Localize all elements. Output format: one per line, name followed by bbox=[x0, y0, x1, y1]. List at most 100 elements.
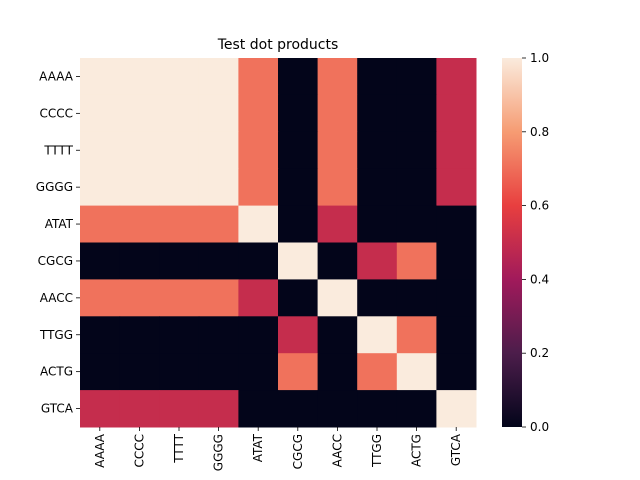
heatmap-cell-AACC-AACC bbox=[317, 279, 358, 317]
y-tick-label-CCCC: CCCC bbox=[39, 106, 73, 120]
heatmap-cell-CGCG-CCCC bbox=[119, 242, 160, 280]
colorbar-tick-label-0.6: 0.6 bbox=[530, 199, 549, 213]
heatmap-cell-TTGG-GGGG bbox=[198, 316, 239, 354]
heatmap-cell-TTTT-GGGG bbox=[198, 131, 239, 170]
heatmap-cell-TTTT-CCCC bbox=[119, 131, 160, 170]
heatmap-cell-TTTT-CGCG bbox=[278, 131, 319, 170]
heatmap-cell-CCCC-TTGG bbox=[357, 94, 398, 133]
colorbar-gradient bbox=[502, 58, 522, 427]
heatmap-cell-ACTG-TTGG bbox=[357, 353, 398, 391]
x-tick-label-TTGG: TTGG bbox=[370, 434, 384, 468]
y-tick-label-ATAT: ATAT bbox=[45, 217, 74, 231]
y-tick-label-AAAA: AAAA bbox=[39, 69, 74, 83]
heatmap-cell-ACTG-ACTG bbox=[396, 353, 437, 391]
heatmap-cell-AACC-ATAT bbox=[238, 279, 279, 317]
heatmap-cell-ATAT-CCCC bbox=[119, 205, 160, 243]
heatmap-cell-TTGG-ACTG bbox=[396, 316, 437, 354]
heatmap-cell-AAAA-TTGG bbox=[357, 58, 398, 96]
colorbar bbox=[502, 58, 522, 427]
x-tick-label-CCCC: CCCC bbox=[132, 434, 146, 468]
heatmap-cell-AAAA-CGCG bbox=[278, 58, 319, 96]
heatmap-cell-TTTT-TTTT bbox=[159, 131, 200, 170]
heatmap-cell-TTGG-AAAA bbox=[80, 316, 121, 354]
x-tick-label-GGGG: GGGG bbox=[212, 434, 226, 471]
y-tick-label-TTTT: TTTT bbox=[43, 143, 73, 157]
heatmap-cell-GTCA-TTTT bbox=[159, 390, 200, 428]
heatmap-cell-GGGG-CCCC bbox=[119, 168, 160, 207]
heatmap-cell-ACTG-TTTT bbox=[159, 353, 200, 391]
x-tick-label-ATAT: ATAT bbox=[251, 433, 265, 462]
x-tick-label-TTTT: TTTT bbox=[172, 433, 186, 463]
heatmap-cell-AAAA-ATAT bbox=[238, 58, 279, 96]
heatmap-cell-AAAA-ACTG bbox=[396, 58, 437, 96]
heatmap-cell-GGGG-GGGG bbox=[198, 168, 239, 207]
colorbar-tick-label-1.0: 1.0 bbox=[530, 51, 549, 65]
colorbar-ticks: 0.0 0.2 0.4 0.6 0.8 1.0 bbox=[522, 51, 549, 434]
heatmap-cell-TTTT-ATAT bbox=[238, 131, 279, 170]
colorbar-tick-label-0.2: 0.2 bbox=[530, 346, 549, 360]
y-tick-label-AACC: AACC bbox=[40, 291, 73, 305]
heatmap-cell-ACTG-GGGG bbox=[198, 353, 239, 391]
heatmap-cell-CCCC-AACC bbox=[317, 94, 358, 133]
colorbar-tick-label-0.4: 0.4 bbox=[530, 272, 549, 286]
heatmap-cell-TTTT-AAAA bbox=[80, 131, 121, 170]
heatmap-cell-AAAA-AAAA bbox=[80, 58, 121, 96]
heatmap-cell-GTCA-AACC bbox=[317, 390, 358, 428]
heatmap-cell-AAAA-CCCC bbox=[119, 58, 160, 96]
heatmap-cell-TTGG-CGCG bbox=[278, 316, 319, 354]
heatmap-cells bbox=[80, 58, 477, 428]
y-tick-label-GGGG: GGGG bbox=[36, 180, 73, 194]
heatmap-cell-CCCC-GTCA bbox=[436, 94, 477, 133]
heatmap-cell-GTCA-ACTG bbox=[396, 390, 437, 428]
heatmap-cell-AACC-GGGG bbox=[198, 279, 239, 317]
heatmap-cell-AACC-ACTG bbox=[396, 279, 437, 317]
heatmap-cell-ATAT-AACC bbox=[317, 205, 358, 243]
heatmap-cell-ATAT-CGCG bbox=[278, 205, 319, 243]
heatmap-cell-ACTG-CCCC bbox=[119, 353, 160, 391]
heatmap-cell-AAAA-AACC bbox=[317, 58, 358, 96]
heatmap-cell-AACC-TTTT bbox=[159, 279, 200, 317]
heatmap-cell-CGCG-TTTT bbox=[159, 242, 200, 280]
heatmap-cell-ATAT-ATAT bbox=[238, 205, 279, 243]
x-tick-label-CGCG: CGCG bbox=[291, 434, 305, 469]
heatmap-cell-CCCC-AAAA bbox=[80, 94, 121, 133]
heatmap-cell-TTGG-AACC bbox=[317, 316, 358, 354]
heatmap-cell-ACTG-GTCA bbox=[436, 353, 477, 391]
heatmap-cell-ATAT-TTTT bbox=[159, 205, 200, 243]
heatmap-cell-CGCG-AAAA bbox=[80, 242, 121, 280]
x-tick-label-AAAA: AAAA bbox=[93, 433, 107, 468]
heatmap-cell-TTTT-GTCA bbox=[436, 131, 477, 170]
x-tick-labels: AAAA CCCC TTTT GGGG ATAT CGCG AACC TTGG ACTG GTCA bbox=[93, 427, 463, 471]
heatmap-cell-ACTG-AACC bbox=[317, 353, 358, 391]
heatmap-cell-CGCG-AACC bbox=[317, 242, 358, 280]
x-tick-label-AACC: AACC bbox=[330, 434, 344, 467]
heatmap-cell-GTCA-CGCG bbox=[278, 390, 319, 428]
y-tick-label-GTCA: GTCA bbox=[41, 402, 74, 416]
heatmap-cell-ATAT-TTGG bbox=[357, 205, 398, 243]
chart-title: Test dot products bbox=[217, 37, 339, 53]
heatmap-cell-ATAT-ACTG bbox=[396, 205, 437, 243]
colorbar-tick-label-0.8: 0.8 bbox=[530, 125, 549, 139]
heatmap-cell-CCCC-TTTT bbox=[159, 94, 200, 133]
heatmap-cell-AACC-CGCG bbox=[278, 279, 319, 317]
heatmap-cell-GTCA-TTGG bbox=[357, 390, 398, 428]
y-tick-label-TTGG: TTGG bbox=[39, 328, 73, 342]
heatmap-cell-GGGG-CGCG bbox=[278, 168, 319, 207]
heatmap-cell-ACTG-ATAT bbox=[238, 353, 279, 391]
heatmap-cell-AACC-GTCA bbox=[436, 279, 477, 317]
heatmap-cell-GTCA-ATAT bbox=[238, 390, 279, 428]
heatmap-cell-AACC-CCCC bbox=[119, 279, 160, 317]
heatmap-cell-TTGG-GTCA bbox=[436, 316, 477, 354]
heatmap-cell-GTCA-GTCA bbox=[436, 390, 477, 428]
heatmap-cell-GTCA-GGGG bbox=[198, 390, 239, 428]
heatmap-cell-ACTG-AAAA bbox=[80, 353, 121, 391]
heatmap-cell-GGGG-ACTG bbox=[396, 168, 437, 207]
heatmap-cell-GGGG-AACC bbox=[317, 168, 358, 207]
y-tick-labels: AAAA CCCC TTTT GGGG ATAT CGCG AACC TTGG ACTG GTCA bbox=[36, 69, 80, 416]
heatmap-cell-GTCA-CCCC bbox=[119, 390, 160, 428]
colorbar-tick-label-0.0: 0.0 bbox=[530, 420, 549, 434]
heatmap-cell-GGGG-ATAT bbox=[238, 168, 279, 207]
heatmap-cell-ATAT-AAAA bbox=[80, 205, 121, 243]
heatmap-cell-ATAT-GTCA bbox=[436, 205, 477, 243]
